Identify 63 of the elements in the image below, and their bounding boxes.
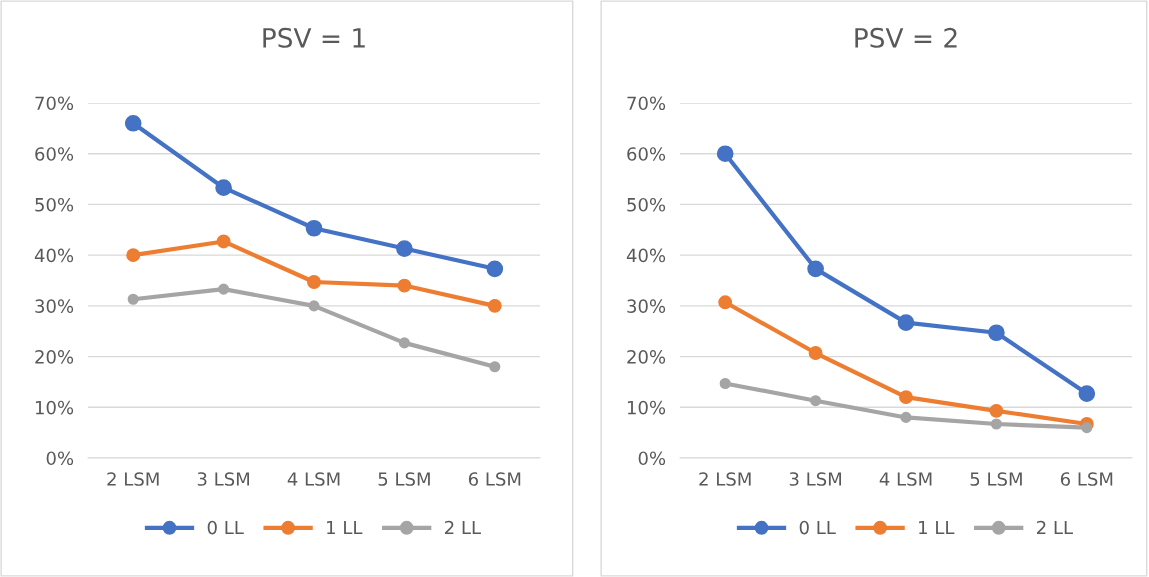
point: [897, 314, 915, 331]
point: [808, 346, 823, 360]
y-tick-label: 40%: [626, 248, 666, 263]
y-tick-label: 60%: [35, 147, 74, 161]
y-tick-label: 10%: [627, 400, 666, 415]
legend-label: 1 LL: [327, 520, 363, 535]
point: [305, 219, 323, 237]
x-tick-label: 6 LSM: [468, 472, 521, 486]
y-tick-label: 70%: [35, 96, 74, 111]
point: [398, 337, 410, 349]
y-tick-label: 50%: [627, 197, 666, 212]
point: [487, 298, 502, 313]
point: [486, 260, 504, 278]
y-tick-label: 60%: [627, 147, 666, 161]
point: [215, 179, 232, 197]
point: [900, 411, 912, 423]
point: [899, 390, 913, 405]
point: [127, 293, 139, 305]
y-tick-label: 30%: [627, 299, 666, 313]
y-tick-label: 30%: [35, 299, 74, 313]
point: [218, 283, 230, 295]
x-tick-label: 5 LSM: [970, 472, 1022, 486]
point: [126, 248, 141, 263]
legend-label: 0 LL: [207, 520, 244, 535]
point: [396, 240, 413, 257]
point: [1081, 422, 1093, 434]
point: [307, 275, 321, 289]
y-tick-label: 20%: [627, 350, 666, 364]
point: [397, 278, 412, 293]
point: [716, 145, 734, 163]
x-tick-label: 2 LSM: [699, 472, 751, 486]
point: [308, 300, 320, 312]
x-tick-label: 3 LSM: [789, 472, 841, 486]
point: [989, 403, 1004, 418]
y-tick-label: 0%: [46, 451, 74, 466]
point: [216, 234, 231, 249]
point: [718, 295, 733, 310]
legend-label: 1 LL: [919, 520, 955, 535]
point: [810, 395, 822, 407]
x-tick-label: 6 LSM: [1060, 472, 1113, 486]
y-tick-label: 40%: [34, 248, 74, 263]
point: [988, 324, 1005, 342]
point: [990, 418, 1002, 430]
chart-title: PSV = 2: [855, 27, 957, 48]
legend-label: 0 LL: [799, 520, 836, 535]
point: [719, 377, 731, 390]
x-tick-label: 3 LSM: [197, 472, 249, 486]
y-tick-label: 0%: [638, 451, 666, 466]
chart-title: PSV = 1: [263, 27, 365, 48]
legend-label: 2 LL: [445, 520, 481, 535]
legend-label: 2 LL: [1037, 520, 1073, 535]
y-tick-label: 50%: [35, 197, 74, 212]
x-tick-label: 5 LSM: [378, 472, 430, 486]
point: [807, 260, 824, 278]
x-tick-label: 4 LSM: [287, 472, 340, 486]
y-tick-label: 70%: [627, 96, 666, 111]
point: [124, 114, 142, 132]
x-tick-label: 4 LSM: [879, 472, 932, 486]
y-tick-label: 20%: [35, 350, 74, 364]
x-tick-label: 2 LSM: [107, 472, 159, 486]
point: [1078, 385, 1096, 402]
point: [489, 361, 501, 373]
y-tick-label: 10%: [35, 400, 74, 415]
